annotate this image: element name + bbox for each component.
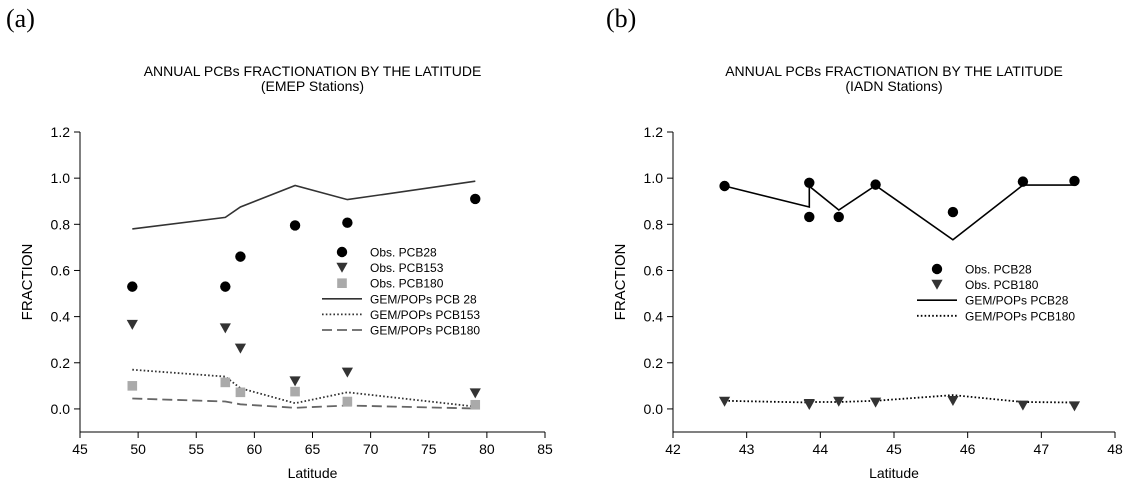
legend-label: GEM/POPs PCB180 bbox=[965, 309, 1075, 323]
chart-a: ANNUAL PCBs FRACTIONATION BY THE LATITUD… bbox=[19, 63, 553, 481]
data-point-obs-pcb28 bbox=[833, 211, 844, 223]
data-point-obs-pcb28 bbox=[1017, 176, 1029, 187]
series-line-gem-pops-pcb28 bbox=[724, 184, 1075, 241]
data-point-obs-pcb180 bbox=[803, 399, 815, 410]
x-tick-label: 42 bbox=[665, 441, 681, 457]
legend-label: Obs. PCB28 bbox=[370, 246, 437, 260]
y-tick-label: 0.6 bbox=[644, 262, 664, 278]
y-tick-label: 0.2 bbox=[644, 355, 664, 371]
y-tick-label: 0.4 bbox=[51, 309, 71, 325]
data-point-obs-pcb28 bbox=[719, 180, 730, 192]
x-tick-label: 44 bbox=[813, 441, 829, 457]
y-axis-label: FRACTION bbox=[612, 244, 629, 321]
data-point-obs-pcb180 bbox=[869, 397, 882, 408]
panel-a-label: (a) bbox=[6, 4, 35, 33]
legend-label: GEM/POPs PCB 28 bbox=[370, 292, 477, 306]
x-tick-label: 45 bbox=[886, 441, 902, 457]
chart-subtitle: (EMEP Stations) bbox=[261, 78, 364, 94]
legend-label: GEM/POPs PCB28 bbox=[965, 294, 1069, 308]
legend-label: GEM/POPs PCB153 bbox=[370, 308, 480, 322]
y-tick-label: 1.2 bbox=[644, 124, 664, 140]
data-point-obs-pcb28 bbox=[870, 179, 881, 190]
x-tick-label: 75 bbox=[421, 441, 437, 457]
series-line-gem-pops-pcb-28 bbox=[132, 180, 476, 230]
data-point-obs-pcb28 bbox=[342, 217, 353, 228]
y-tick-label: 1.0 bbox=[644, 170, 664, 186]
legend-label: Obs. PCB28 bbox=[965, 263, 1032, 277]
legend-marker bbox=[336, 262, 348, 273]
data-point-obs-pcb28 bbox=[804, 211, 815, 223]
data-point-obs-pcb180 bbox=[470, 399, 481, 410]
x-tick-label: 48 bbox=[1107, 441, 1123, 457]
legend-marker bbox=[337, 278, 347, 288]
legend-label: Obs. PCB180 bbox=[370, 277, 444, 291]
data-point-obs-pcb180 bbox=[1068, 401, 1081, 412]
data-point-obs-pcb153 bbox=[341, 367, 353, 378]
x-tick-label: 65 bbox=[305, 441, 321, 457]
y-tick-label: 1.2 bbox=[51, 124, 71, 140]
chart-b: ANNUAL PCBs FRACTIONATION BY THE LATITUD… bbox=[612, 63, 1123, 481]
data-point-obs-pcb28 bbox=[947, 206, 959, 218]
data-point-obs-pcb28 bbox=[1069, 175, 1080, 187]
panel-b-label: (b) bbox=[606, 4, 637, 33]
x-axis-label: Latitude bbox=[869, 465, 919, 481]
data-point-obs-pcb153 bbox=[469, 388, 481, 399]
data-point-obs-pcb180 bbox=[290, 386, 300, 397]
x-tick-label: 47 bbox=[1034, 441, 1050, 457]
legend-marker bbox=[931, 263, 943, 275]
data-point-obs-pcb28 bbox=[804, 177, 815, 188]
y-tick-label: 0.8 bbox=[51, 216, 71, 232]
data-point-obs-pcb28 bbox=[470, 193, 481, 205]
data-point-obs-pcb180 bbox=[1017, 400, 1029, 411]
chart-subtitle: (IADN Stations) bbox=[845, 78, 942, 94]
data-point-obs-pcb28 bbox=[235, 251, 246, 262]
data-point-obs-pcb28 bbox=[220, 281, 231, 292]
x-tick-label: 45 bbox=[72, 441, 88, 457]
y-tick-label: 0.6 bbox=[51, 262, 71, 278]
series-line-gem-pops-pcb153 bbox=[132, 368, 476, 408]
legend-label: Obs. PCB180 bbox=[965, 278, 1039, 292]
x-tick-label: 85 bbox=[537, 441, 553, 457]
data-point-obs-pcb28 bbox=[289, 220, 301, 231]
chart-title: ANNUAL PCBs FRACTIONATION BY THE LATITUD… bbox=[725, 63, 1063, 79]
data-point-obs-pcb153 bbox=[289, 376, 301, 387]
data-point-obs-pcb180 bbox=[718, 396, 731, 407]
data-point-obs-pcb153 bbox=[234, 343, 247, 354]
x-tick-label: 43 bbox=[739, 441, 755, 457]
x-tick-label: 50 bbox=[130, 441, 146, 457]
y-tick-label: 0.4 bbox=[644, 309, 664, 325]
data-point-obs-pcb180 bbox=[833, 396, 845, 407]
data-point-obs-pcb180 bbox=[220, 377, 231, 388]
x-tick-label: 46 bbox=[960, 441, 976, 457]
y-axis-label: FRACTION bbox=[19, 244, 36, 321]
y-tick-label: 1.0 bbox=[51, 170, 71, 186]
legend-label: Obs. PCB153 bbox=[370, 261, 444, 275]
x-axis-label: Latitude bbox=[288, 465, 338, 481]
x-tick-label: 80 bbox=[479, 441, 495, 457]
series-line-gem-pops-pcb180 bbox=[132, 397, 476, 410]
chart-title: ANNUAL PCBs FRACTIONATION BY THE LATITUD… bbox=[144, 63, 482, 79]
x-tick-label: 55 bbox=[188, 441, 204, 457]
data-point-obs-pcb180 bbox=[342, 396, 353, 407]
y-tick-label: 0.0 bbox=[644, 401, 664, 417]
data-point-obs-pcb153 bbox=[126, 319, 138, 330]
x-tick-label: 60 bbox=[247, 441, 263, 457]
legend-marker bbox=[336, 246, 348, 258]
y-tick-label: 0.8 bbox=[644, 216, 664, 232]
data-point-obs-pcb28 bbox=[127, 281, 138, 292]
legend-marker bbox=[931, 279, 943, 290]
y-tick-label: 0.0 bbox=[51, 401, 71, 417]
y-tick-label: 0.2 bbox=[51, 355, 71, 371]
data-point-obs-pcb180 bbox=[235, 387, 246, 398]
data-point-obs-pcb180 bbox=[947, 396, 959, 407]
x-tick-label: 70 bbox=[363, 441, 379, 457]
data-point-obs-pcb153 bbox=[219, 323, 231, 334]
data-point-obs-pcb180 bbox=[127, 381, 138, 391]
legend-label: GEM/POPs PCB180 bbox=[370, 324, 480, 338]
